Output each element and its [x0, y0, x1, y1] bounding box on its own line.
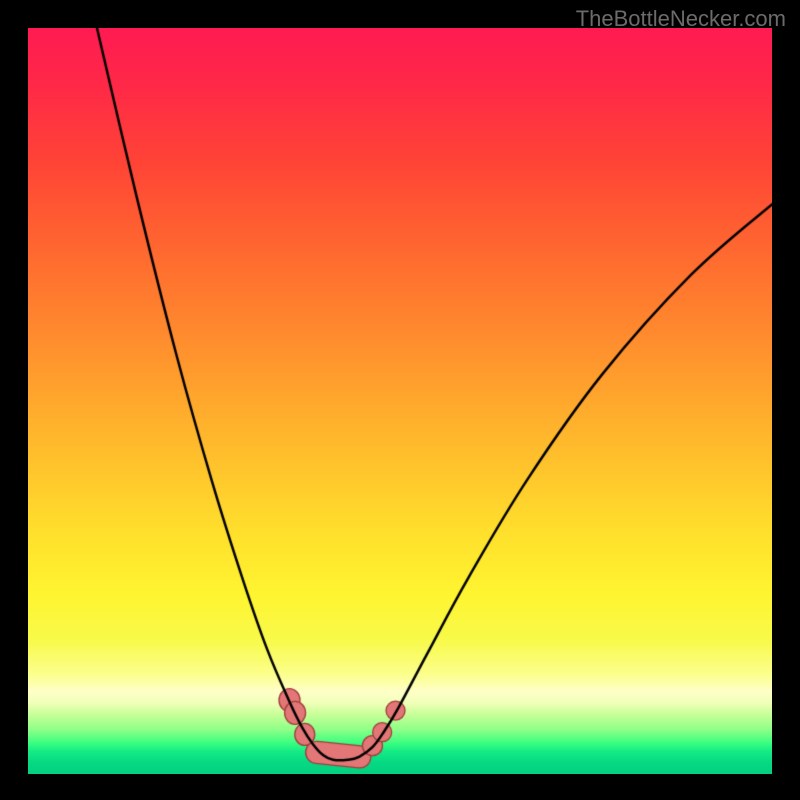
bottleneck-curve — [28, 28, 772, 774]
watermark-text: TheBottleNecker.com — [576, 6, 786, 32]
plot-area — [28, 28, 772, 774]
chart-frame — [0, 0, 800, 800]
